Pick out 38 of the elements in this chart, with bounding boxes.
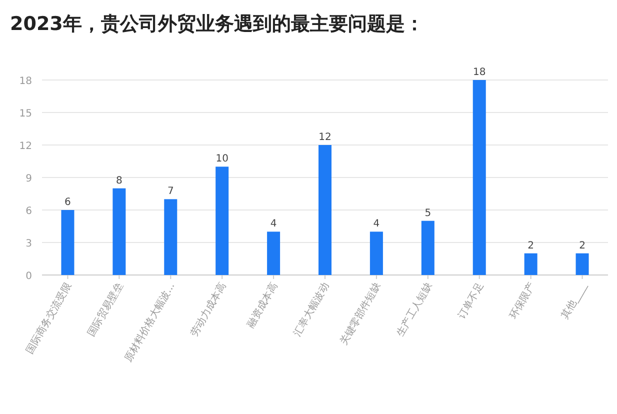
x-tick-label: 融资成本高 <box>244 280 280 330</box>
y-tick-label: 6 <box>26 206 32 217</box>
y-tick-label: 0 <box>26 271 32 282</box>
data-label: 7 <box>167 186 174 198</box>
data-label: 6 <box>64 197 71 208</box>
x-tick-label: 环保限产 <box>507 280 538 322</box>
x-tick-label: 关键零部件短缺 <box>338 280 384 348</box>
x-tick-label: 订单不足 <box>456 280 486 322</box>
data-label: 4 <box>373 218 380 230</box>
bar <box>524 253 538 275</box>
data-label: 18 <box>472 67 486 78</box>
data-label: 8 <box>116 175 122 186</box>
data-label: 2 <box>579 240 586 252</box>
y-tick-label: 3 <box>26 238 32 250</box>
bar <box>61 210 74 275</box>
bar <box>216 166 229 275</box>
bar <box>421 220 434 275</box>
bar <box>112 188 126 275</box>
bar <box>318 145 332 275</box>
chart-title: 2023年，贵公司外贸业务遇到的最主要问题是： <box>10 13 424 35</box>
bar <box>576 253 589 275</box>
bar <box>370 232 383 275</box>
y-tick-label: 15 <box>19 108 32 120</box>
data-label: 2 <box>528 240 534 252</box>
data-label: 4 <box>270 218 277 230</box>
x-tick-label: 汇率大幅波动 <box>291 280 332 338</box>
data-label: 5 <box>424 208 432 219</box>
bar <box>472 80 486 275</box>
bar <box>267 232 280 275</box>
y-tick-label: 9 <box>26 174 32 184</box>
y-tick-label: 18 <box>19 76 32 87</box>
data-label: 12 <box>318 132 332 143</box>
bar <box>164 199 178 275</box>
x-tick-label: 国际商务交流受限 <box>24 280 74 356</box>
x-tick-label: 生产工人短缺 <box>394 280 435 338</box>
data-label: 10 <box>216 154 228 165</box>
y-tick-label: 12 <box>19 141 32 152</box>
x-tick-label: 劳动力成本高 <box>188 280 229 338</box>
